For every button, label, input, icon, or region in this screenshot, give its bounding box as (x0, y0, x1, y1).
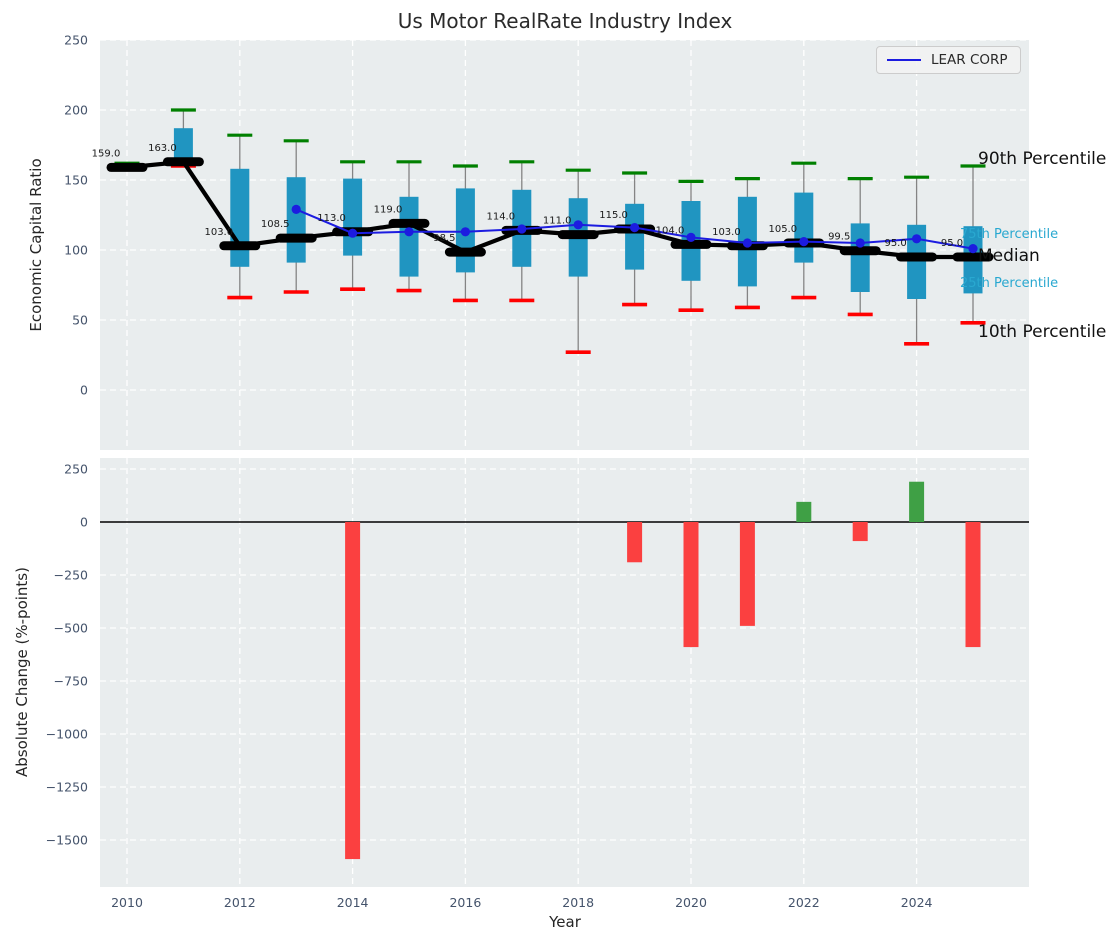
median-annotation-2016: 98.5 (433, 233, 455, 244)
lear-marker-2020 (686, 232, 696, 242)
lear-marker-2016 (460, 227, 470, 237)
percentile-label-median: Median (978, 246, 1040, 266)
bottom-xtick-label: 2022 (788, 895, 820, 910)
top-ytick-label: 50 (72, 313, 88, 328)
box-2019 (625, 203, 645, 270)
box-2022 (794, 192, 814, 263)
median-annotation-2023: 99.5 (828, 232, 850, 243)
bottom-xtick-label: 2018 (562, 895, 594, 910)
bottom-ytick-label: 0 (80, 515, 88, 530)
median-annotation-2019: 115.0 (599, 210, 628, 221)
bottom-xtick-label: 2024 (901, 895, 933, 910)
lear-marker-2023 (855, 238, 865, 248)
percentile-label-10th: 10th Percentile (978, 321, 1107, 342)
chart-title: Us Motor RealRate Industry Index (397, 9, 733, 33)
lear-marker-2018 (573, 220, 583, 230)
lear-marker-2017 (517, 224, 527, 234)
legend-line-swatch (887, 59, 921, 61)
bottom-ytick-label: −1000 (46, 727, 88, 742)
box-2013 (286, 177, 306, 263)
median-annotation-2020: 104.0 (656, 225, 685, 236)
bottom-xtick-label: 2020 (675, 895, 707, 910)
median-line (126, 159, 973, 260)
bar-2023 (852, 522, 868, 542)
median-annotation-2022: 105.0 (768, 224, 797, 235)
bar-2025 (965, 522, 981, 648)
bottom-ytick-label: −1250 (46, 780, 88, 795)
y-axis-label-top: Economic Capital Ratio (27, 158, 45, 332)
lear-marker-2014 (348, 228, 358, 238)
median-annotation-2012: 103.0 (204, 227, 233, 238)
percentile-label-25th: 25th Percentile (960, 275, 1059, 291)
bar-2021 (739, 522, 755, 626)
median-annotation-2015: 119.0 (374, 204, 403, 215)
bottom-axes-background (100, 458, 1029, 887)
bar-2019 (627, 522, 643, 563)
lear-marker-2015 (404, 227, 414, 237)
top-ytick-label: 100 (64, 243, 88, 258)
median-annotation-2025: 95.0 (941, 238, 963, 249)
median-annotation-2013: 108.5 (261, 219, 290, 230)
top-ytick-label: 250 (64, 33, 88, 48)
x-axis-label: Year (549, 913, 581, 931)
median-annotation-2024: 95.0 (884, 238, 906, 249)
bar-2020 (683, 522, 699, 648)
lear-marker-2022 (799, 237, 809, 247)
bottom-xtick-label: 2016 (449, 895, 481, 910)
bottom-ytick-label: −250 (54, 568, 88, 583)
median-annotation-2021: 103.0 (712, 227, 741, 238)
median-annotation-2014: 113.0 (317, 213, 346, 224)
bottom-ytick-label: −1500 (46, 833, 88, 848)
legend-label: LEAR CORP (931, 52, 1008, 68)
box-2014 (343, 178, 363, 256)
bottom-xtick-label: 2012 (224, 895, 256, 910)
percentile-label-75th: 75th Percentile (960, 226, 1059, 242)
box-2015 (399, 196, 419, 277)
legend: LEAR CORP (876, 46, 1021, 74)
median-annotation-2018: 111.0 (543, 216, 572, 227)
percentile-label-90th: 90th Percentile (978, 149, 1107, 170)
median-annotation-2017: 114.0 (486, 211, 515, 222)
box-2011 (173, 128, 193, 164)
bar-2022 (796, 501, 812, 522)
bottom-ytick-label: −750 (54, 674, 88, 689)
bar-2014 (345, 522, 361, 860)
box-2023 (850, 223, 870, 292)
bottom-ytick-label: −500 (54, 621, 88, 636)
bottom-xtick-label: 2014 (337, 895, 369, 910)
lear-marker-2024 (912, 234, 922, 244)
top-ytick-label: 150 (64, 173, 88, 188)
top-ytick-label: 200 (64, 103, 88, 118)
lear-marker-2019 (630, 223, 640, 233)
lear-marker-2021 (742, 238, 753, 248)
top-ytick-label: 0 (80, 383, 88, 398)
box-2012 (230, 168, 250, 267)
median-annotation-2011: 163.0 (148, 143, 177, 154)
median-annotation-2010: 159.0 (92, 148, 121, 159)
bottom-ytick-label: 250 (64, 462, 88, 477)
lear-marker-2025 (968, 244, 978, 254)
bar-2024 (909, 481, 925, 522)
bottom-xtick-label: 2010 (111, 895, 143, 910)
lear-marker-2013 (291, 204, 301, 214)
y-axis-label-bottom: Absolute Change (%-points) (13, 567, 31, 777)
box-2024 (907, 224, 927, 299)
